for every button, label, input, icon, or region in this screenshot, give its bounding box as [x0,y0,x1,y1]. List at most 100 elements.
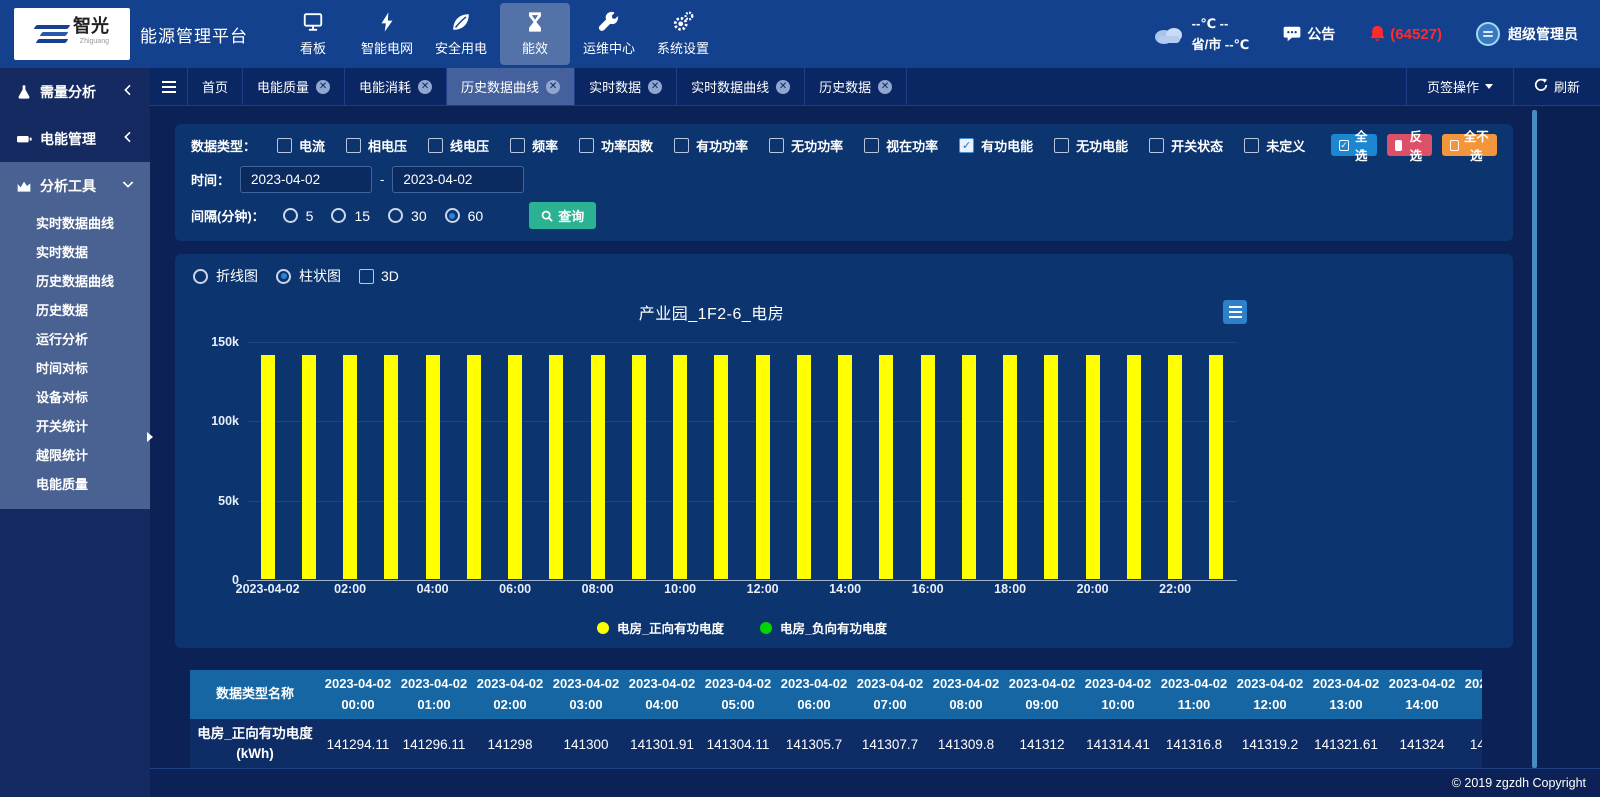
tab-close-icon[interactable]: ✕ [878,80,892,94]
checkbox-icon[interactable] [769,138,784,153]
chart-option-柱状图[interactable]: 柱状图 [276,266,341,286]
sidebar-group-header-分析工具[interactable]: 分析工具 [0,162,150,209]
chart-toolbox-menu-icon[interactable] [1223,300,1247,324]
date-from-input[interactable] [240,166,372,193]
query-button[interactable]: 查询 [529,202,596,229]
bar-18:00[interactable] [1003,355,1017,579]
invert-selection-button[interactable]: 反选 [1387,134,1433,156]
checkbox-icon[interactable] [579,138,594,153]
chart-option-3D[interactable]: 3D [359,268,399,284]
checkbox-icon[interactable] [428,138,443,153]
sidebar-item-时间对标[interactable]: 时间对标 [0,354,150,383]
interval-radio-30[interactable]: 30 [388,208,427,224]
nav-item-看板[interactable]: 看板 [278,3,348,65]
radio-icon[interactable] [331,208,346,223]
checkbox-icon[interactable] [346,138,361,153]
checkbox-开关状态[interactable]: 开关状态 [1149,136,1223,155]
bar-16:00[interactable] [921,355,935,579]
checkbox-icon[interactable] [1244,138,1259,153]
tab-电能质量[interactable]: 电能质量✕ [243,68,345,105]
bar-23:00[interactable] [1209,355,1223,579]
bar-01:00[interactable] [302,355,316,579]
user-menu[interactable]: 超级管理员 [1476,22,1578,46]
tab-历史数据[interactable]: 历史数据✕ [805,68,907,105]
sidebar-item-设备对标[interactable]: 设备对标 [0,383,150,412]
tab-电能消耗[interactable]: 电能消耗✕ [345,68,447,105]
checkbox-icon[interactable] [864,138,879,153]
checkbox-icon[interactable] [1054,138,1069,153]
bar-21:00[interactable] [1127,355,1141,579]
nav-item-能效[interactable]: 能效 [500,3,570,65]
tab-close-icon[interactable]: ✕ [418,80,432,94]
sidebar-item-历史数据曲线[interactable]: 历史数据曲线 [0,267,150,296]
checkbox-视在功率[interactable]: 视在功率 [864,136,938,155]
bar-15:00[interactable] [879,355,893,579]
legend-item-电房_正向有功电度[interactable]: 电房_正向有功电度 [597,618,724,637]
tab-close-icon[interactable]: ✕ [316,80,330,94]
nav-item-系统设置[interactable]: 系统设置 [648,3,718,65]
refresh-button[interactable]: 刷新 [1513,68,1600,105]
nav-item-安全用电[interactable]: 安全用电 [426,3,496,65]
bar-11:00[interactable] [714,355,728,579]
bar-12:00[interactable] [756,355,770,579]
bar-02:00[interactable] [343,355,357,579]
sidebar-collapse-handle[interactable] [147,428,156,446]
sidebar-item-实时数据[interactable]: 实时数据 [0,238,150,267]
bar-13:00[interactable] [797,355,811,579]
checkbox-icon[interactable] [510,138,525,153]
checkbox-相电压[interactable]: 相电压 [346,136,407,155]
legend-item-电房_负向有功电度[interactable]: 电房_负向有功电度 [760,618,887,637]
checkbox-线电压[interactable]: 线电压 [428,136,489,155]
checkbox-有功功率[interactable]: 有功功率 [674,136,748,155]
sidebar-item-电能质量[interactable]: 电能质量 [0,470,150,499]
date-to-input[interactable] [392,166,524,193]
bar-03:00[interactable] [384,355,398,579]
alarm-button[interactable]: (64527) [1369,25,1442,43]
checkbox-功率因数[interactable]: 功率因数 [579,136,653,155]
checkbox-无功电能[interactable]: 无功电能 [1054,136,1128,155]
bar-09:00[interactable] [632,355,646,579]
sidebar-item-历史数据[interactable]: 历史数据 [0,296,150,325]
checkbox-有功电能[interactable]: ✓有功电能 [959,136,1033,155]
nav-item-运维中心[interactable]: 运维中心 [574,3,644,65]
sidebar-item-越限统计[interactable]: 越限统计 [0,441,150,470]
tab-close-icon[interactable]: ✕ [546,80,560,94]
tab-list-toggle[interactable] [150,68,188,105]
checkbox-未定义[interactable]: 未定义 [1244,136,1305,155]
checkbox-icon[interactable]: ✓ [959,138,974,153]
bar-10:00[interactable] [673,355,687,579]
bar-08:00[interactable] [591,355,605,579]
radio-icon[interactable] [276,269,291,284]
checkbox-频率[interactable]: 频率 [510,136,558,155]
sidebar-item-运行分析[interactable]: 运行分析 [0,325,150,354]
checkbox-icon[interactable] [1149,138,1164,153]
bar-19:00[interactable] [1044,355,1058,579]
bar-00:00[interactable] [261,355,275,579]
bar-20:00[interactable] [1086,355,1100,579]
tab-close-icon[interactable]: ✕ [648,80,662,94]
select-all-button[interactable]: ✓ 全选 [1331,134,1377,156]
notice-button[interactable]: 公告 [1283,24,1335,44]
tab-operations-dropdown[interactable]: 页签操作 [1406,68,1513,105]
interval-radio-60[interactable]: 60 [445,208,484,224]
brand-logo[interactable]: 智光 Zhiguang [14,8,130,60]
nav-item-智能电网[interactable]: 智能电网 [352,3,422,65]
bar-04:00[interactable] [426,355,440,579]
radio-icon[interactable] [388,208,403,223]
sidebar-group-header-电能管理[interactable]: 电能管理 [0,115,150,162]
tab-close-icon[interactable]: ✕ [776,80,790,94]
checkbox-icon[interactable] [674,138,689,153]
bar-06:00[interactable] [508,355,522,579]
radio-icon[interactable] [445,208,460,223]
tab-实时数据曲线[interactable]: 实时数据曲线✕ [677,68,805,105]
select-none-button[interactable]: 全不选 [1442,134,1497,156]
bar-14:00[interactable] [838,355,852,579]
bar-17:00[interactable] [962,355,976,579]
bar-07:00[interactable] [549,355,563,579]
checkbox-icon[interactable] [359,269,374,284]
chart-option-折线图[interactable]: 折线图 [193,266,258,286]
tab-首页[interactable]: 首页 [188,68,243,105]
interval-radio-5[interactable]: 5 [283,208,314,224]
checkbox-icon[interactable] [277,138,292,153]
sidebar-group-header-需量分析[interactable]: 需量分析 [0,68,150,115]
